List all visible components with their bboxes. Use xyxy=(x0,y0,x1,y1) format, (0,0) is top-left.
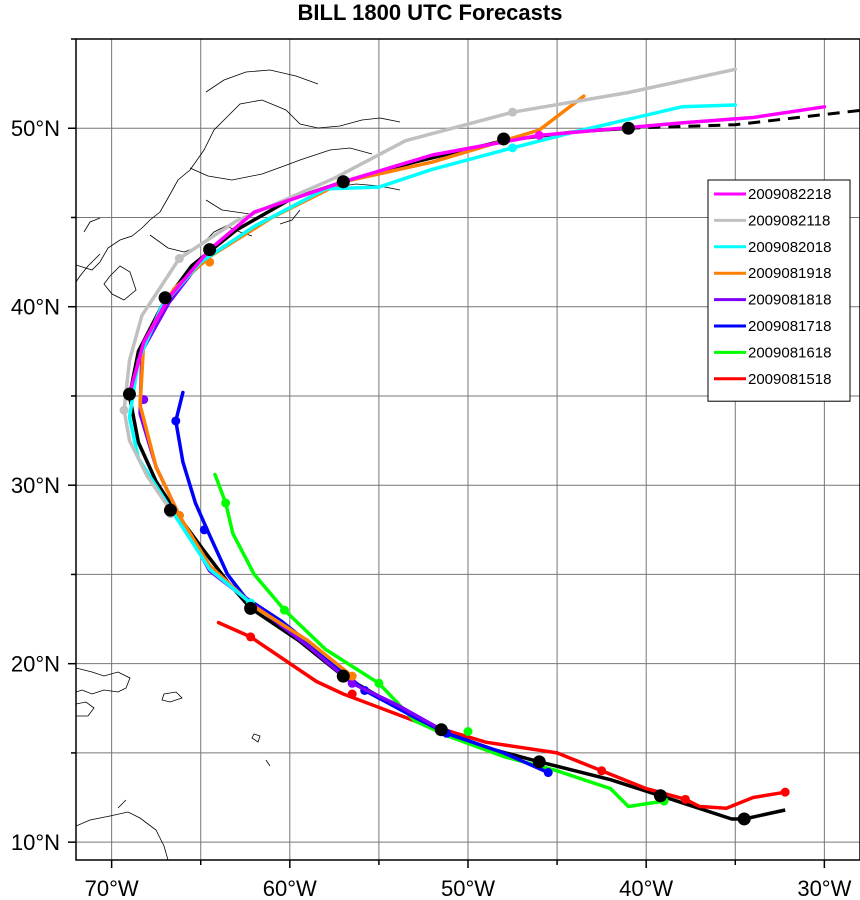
track-marker-2009082118 xyxy=(508,107,518,117)
legend-label-2009081818: 2009081818 xyxy=(748,292,831,309)
best-track-marker xyxy=(158,291,172,305)
track-marker-2009081518 xyxy=(246,632,256,642)
best-track-marker xyxy=(737,812,751,826)
legend-label-2009082018: 2009082018 xyxy=(748,239,831,256)
track-marker-2009081518 xyxy=(680,794,690,804)
forecast-tracks xyxy=(119,67,860,826)
legend-label-2009081718: 2009081718 xyxy=(748,318,831,335)
best-track-marker xyxy=(497,132,511,146)
best-track-marker xyxy=(163,503,177,517)
y-tick-label: 50°N xyxy=(11,116,60,141)
chart-title: BILL 1800 UTC Forecasts xyxy=(297,0,563,25)
track-marker-2009081818 xyxy=(347,678,357,688)
track-marker-2009082118 xyxy=(174,254,184,264)
best-track-marker xyxy=(336,175,350,189)
track-marker-2009082018 xyxy=(508,143,518,153)
x-tick-label: 60°W xyxy=(263,876,317,900)
best-track-marker xyxy=(621,121,635,135)
legend-label-2009081618: 2009081618 xyxy=(748,344,831,361)
best-track-marker xyxy=(244,601,258,615)
track-marker-2009082118 xyxy=(119,405,129,415)
legend-box xyxy=(707,179,851,402)
x-tick-label: 40°W xyxy=(619,876,673,900)
best-track-marker xyxy=(203,243,217,257)
track-marker-2009081618 xyxy=(463,726,473,736)
track-marker-2009082218 xyxy=(534,130,544,140)
legend-label-2009082118: 2009082118 xyxy=(748,212,830,229)
track-marker-2009081718 xyxy=(199,525,209,535)
best-track-extension-dashed xyxy=(628,108,860,130)
track-marker-2009081518 xyxy=(597,766,607,776)
track-line-2009081518 xyxy=(216,620,787,810)
legend-label-2009081518: 2009081518 xyxy=(748,371,831,388)
legend-label-2009081918: 2009081918 xyxy=(748,265,831,282)
track-marker-2009081518 xyxy=(780,787,790,797)
best-track-marker xyxy=(434,723,448,737)
y-tick-label: 20°N xyxy=(11,652,60,677)
track-line-2009082018 xyxy=(127,103,738,605)
track-marker-2009081518 xyxy=(347,689,357,699)
track-marker-2009081618 xyxy=(279,605,289,615)
axis-ticks: 70°W 60°W 50°W 40°W 30°W 10°N 20°N 30°N 40°N 50°N xyxy=(11,38,852,900)
x-tick-label: 70°W xyxy=(85,876,139,900)
legend: 2009082218 2009082118 2009082018 2009081918… xyxy=(707,179,851,402)
track-line-2009081618 xyxy=(213,472,666,809)
track-marker-2009081918 xyxy=(347,671,357,681)
best-track-marker xyxy=(532,755,546,769)
legend-label-2009082218: 2009082218 xyxy=(748,186,831,203)
y-tick-label: 40°N xyxy=(11,295,60,320)
track-marker-2009081718 xyxy=(171,416,181,426)
track-marker-2009081918 xyxy=(205,257,215,267)
best-track-marker xyxy=(653,789,667,803)
x-tick-label: 50°W xyxy=(441,876,495,900)
coastline-map xyxy=(76,69,401,860)
track-marker-2009081718 xyxy=(543,768,553,778)
track-marker-2009081618 xyxy=(374,678,384,688)
y-tick-label: 10°N xyxy=(11,830,60,855)
best-track-marker xyxy=(336,669,350,683)
track-marker-2009081618 xyxy=(221,498,231,508)
y-tick-label: 30°N xyxy=(11,473,60,498)
best-track-marker xyxy=(122,387,136,401)
x-tick-label: 30°W xyxy=(797,876,851,900)
